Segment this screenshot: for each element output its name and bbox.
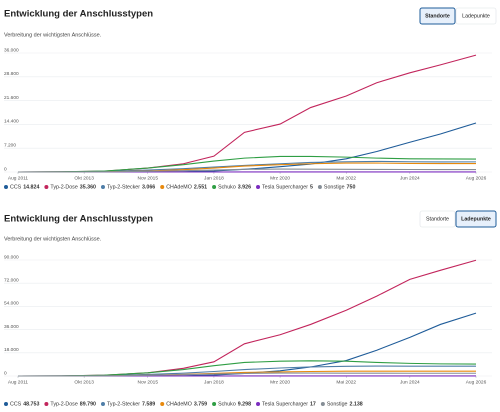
legend-total: 5 [310, 184, 313, 190]
y-tick-label: 14.400 [4, 119, 19, 125]
series-line [18, 162, 476, 173]
legend-marker [44, 185, 49, 189]
x-tick-label: Mrz 2020 [270, 379, 290, 385]
legend-label: Schuko [218, 184, 236, 190]
legend-total: 3.759 [194, 401, 207, 407]
legend-label: Sonstige [324, 184, 345, 190]
series-line [18, 122, 477, 173]
legend-marker [160, 402, 165, 406]
legend-marker [100, 402, 105, 406]
legend-marker [256, 402, 261, 406]
tab-button[interactable] [419, 7, 456, 25]
legend-total: 3.066 [142, 184, 155, 190]
x-tick-label: Aug 2011 [8, 379, 29, 385]
x-tick-label: Jan 2018 [204, 175, 224, 181]
legend-label: Typ-2-Dose [50, 184, 77, 190]
y-tick-label: 72.000 [4, 277, 19, 283]
legend-label: Tesla Supercharger [262, 401, 308, 407]
x-tick-label: Jun 2024 [400, 175, 420, 181]
legend-marker [44, 402, 49, 406]
legend-total: 35.360 [80, 184, 96, 190]
y-tick-label: 18.000 [4, 347, 19, 353]
legend-marker [317, 185, 322, 189]
y-tick-label: 7.200 [4, 142, 16, 148]
legend-marker [4, 402, 8, 406]
legend-label: Sonstige [327, 401, 348, 407]
legend-label: CHAdeMO [166, 184, 192, 190]
legend-total: 17 [310, 401, 316, 407]
legend-label: Tesla Supercharger [262, 184, 308, 190]
series-line [17, 360, 477, 377]
legend-total: 48.753 [23, 401, 39, 407]
legend-marker [160, 185, 165, 189]
x-tick-label: Nov 2015 [137, 379, 158, 385]
chart-title: Entwicklung der Anschlusstypen [4, 214, 153, 225]
legend-label: CCS [10, 401, 22, 407]
tab-button[interactable] [419, 210, 456, 228]
legend-total: 3.926 [238, 184, 251, 190]
x-tick-label: Mai 2022 [336, 175, 356, 181]
chart-subtitle: Verbreitung der wichtigsten Anschlüsse. [4, 32, 102, 38]
legend-marker [100, 185, 105, 189]
y-tick-label: 0 [4, 166, 7, 172]
chart-subtitle: Verbreitung der wichtigsten Anschlüsse. [4, 236, 102, 242]
x-tick-label: Mrz 2020 [270, 175, 290, 181]
series-line [17, 259, 477, 377]
x-tick-label: Jun 2024 [400, 379, 420, 385]
legend-label: Typ-2-Stecker [107, 401, 140, 407]
legend-label: Typ-2-Dose [50, 401, 77, 407]
legend-marker [212, 402, 217, 406]
x-tick-label: Nov 2015 [137, 175, 158, 181]
series-line [17, 168, 476, 173]
y-tick-label: 90.000 [4, 254, 19, 260]
legend-label: CHAdeMO [166, 401, 192, 407]
tab-label[interactable]: Ladepunkte [461, 216, 491, 222]
legend-total: 2.551 [194, 184, 207, 190]
legend-label: Typ-2-Stecker [107, 184, 140, 190]
legend-total: 14.824 [23, 184, 39, 190]
series-line [17, 155, 477, 173]
legend-total: 7.589 [142, 401, 155, 407]
y-tick-label: 28.800 [4, 71, 19, 77]
x-tick-label: Jan 2018 [204, 379, 224, 385]
tab-label[interactable]: Standorte [426, 216, 449, 222]
tab-button[interactable] [455, 210, 497, 228]
legend-label: CCS [10, 184, 22, 190]
y-tick-label: 0 [4, 370, 7, 376]
legend-total: 89.790 [80, 401, 96, 407]
tab-label[interactable]: Ladepunkte [462, 13, 490, 19]
x-tick-label: Aug 2026 [466, 379, 487, 385]
chart-title: Entwicklung der Anschlusstypen [4, 9, 153, 20]
x-tick-label: Mai 2022 [336, 379, 356, 385]
y-tick-label: 54.000 [4, 301, 19, 307]
tab-label[interactable]: Standorte [425, 13, 450, 19]
y-tick-label: 36.000 [4, 324, 19, 330]
legend-total: 2.138 [350, 401, 363, 407]
y-tick-label: 21.600 [4, 95, 19, 101]
legend-label: Schuko [218, 401, 236, 407]
x-tick-label: Okt 2013 [74, 379, 94, 385]
x-tick-label: Aug 2011 [8, 175, 29, 181]
series-line [17, 54, 477, 173]
legend-marker [4, 185, 8, 189]
legend-marker [256, 185, 261, 189]
legend-marker [320, 402, 325, 406]
x-tick-label: Aug 2026 [466, 175, 487, 181]
series-line [17, 160, 477, 173]
series-line [17, 372, 476, 377]
tab-button[interactable] [455, 7, 497, 25]
y-tick-label: 36.000 [4, 47, 19, 53]
x-tick-label: Okt 2013 [74, 175, 94, 181]
legend-marker [212, 185, 217, 189]
legend-total: 750 [347, 184, 356, 190]
legend-total: 9.298 [238, 401, 251, 407]
